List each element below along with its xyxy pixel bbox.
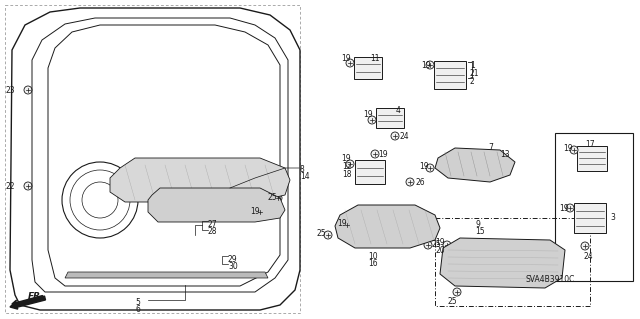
Text: 4: 4: [396, 106, 401, 115]
Circle shape: [391, 132, 399, 140]
Bar: [574, 203, 606, 233]
Text: 15: 15: [475, 227, 484, 236]
Text: 9: 9: [475, 220, 480, 229]
Text: 19: 19: [378, 150, 388, 159]
Polygon shape: [335, 205, 440, 248]
Text: 20: 20: [435, 246, 445, 255]
Circle shape: [371, 150, 379, 158]
Bar: [555, 133, 633, 281]
Text: 11: 11: [370, 54, 380, 63]
Bar: [376, 108, 404, 128]
Text: 19: 19: [250, 207, 260, 216]
Circle shape: [453, 288, 461, 296]
Circle shape: [426, 61, 434, 69]
Text: 27: 27: [208, 220, 218, 229]
Circle shape: [346, 160, 354, 168]
Text: 8: 8: [300, 165, 305, 174]
Text: 19: 19: [363, 110, 373, 119]
Circle shape: [406, 178, 414, 186]
Circle shape: [424, 241, 432, 249]
Text: 25: 25: [316, 229, 326, 238]
Text: 2: 2: [470, 77, 475, 86]
Polygon shape: [440, 238, 565, 288]
Text: 30: 30: [228, 262, 237, 271]
Bar: [434, 61, 466, 89]
Text: 26: 26: [415, 178, 424, 187]
Text: 18: 18: [342, 170, 351, 179]
Text: 28: 28: [208, 227, 218, 236]
Text: 3: 3: [610, 213, 615, 222]
Text: 12: 12: [342, 162, 351, 171]
Circle shape: [324, 231, 332, 239]
Bar: [355, 160, 385, 184]
Polygon shape: [65, 272, 268, 278]
Text: 17: 17: [585, 140, 595, 149]
FancyArrow shape: [10, 296, 45, 309]
Text: 19: 19: [419, 162, 429, 171]
Text: SVA4B3910C: SVA4B3910C: [525, 275, 574, 284]
Text: 23: 23: [6, 86, 15, 95]
Polygon shape: [435, 148, 515, 182]
Text: 19: 19: [341, 54, 351, 63]
Text: 19: 19: [435, 238, 445, 247]
Text: 16: 16: [368, 259, 378, 268]
Circle shape: [24, 86, 32, 94]
Text: 6: 6: [136, 305, 140, 314]
Text: 10: 10: [368, 252, 378, 261]
Circle shape: [570, 146, 578, 154]
Text: 14: 14: [300, 172, 310, 181]
Circle shape: [566, 204, 574, 212]
Text: 22: 22: [6, 182, 15, 191]
Circle shape: [256, 208, 264, 216]
Circle shape: [581, 242, 589, 250]
Bar: [577, 145, 607, 170]
Text: 13: 13: [500, 150, 509, 159]
Text: 21: 21: [470, 69, 479, 78]
Text: 24: 24: [400, 132, 410, 141]
Polygon shape: [148, 188, 285, 222]
Circle shape: [368, 116, 376, 124]
Text: 5: 5: [136, 298, 140, 307]
Circle shape: [346, 59, 354, 67]
Circle shape: [24, 182, 32, 190]
Text: 19: 19: [563, 144, 573, 153]
Text: 25: 25: [432, 240, 442, 249]
Text: 25: 25: [447, 297, 457, 306]
Text: 19: 19: [559, 204, 569, 213]
Bar: [435, 218, 590, 306]
Text: 1: 1: [470, 61, 475, 70]
Text: 19: 19: [421, 61, 431, 70]
Text: FR.: FR.: [28, 292, 45, 301]
Circle shape: [343, 221, 351, 229]
Polygon shape: [110, 158, 290, 202]
Text: 19: 19: [341, 154, 351, 163]
Circle shape: [426, 164, 434, 172]
Bar: [5, 5, 300, 313]
Text: 24: 24: [583, 252, 593, 261]
Text: 25: 25: [267, 193, 277, 202]
Text: 19: 19: [337, 219, 347, 228]
Circle shape: [443, 241, 451, 249]
Bar: [354, 57, 382, 79]
Text: 7: 7: [488, 143, 493, 152]
Circle shape: [274, 194, 282, 202]
Text: 29: 29: [228, 255, 237, 264]
